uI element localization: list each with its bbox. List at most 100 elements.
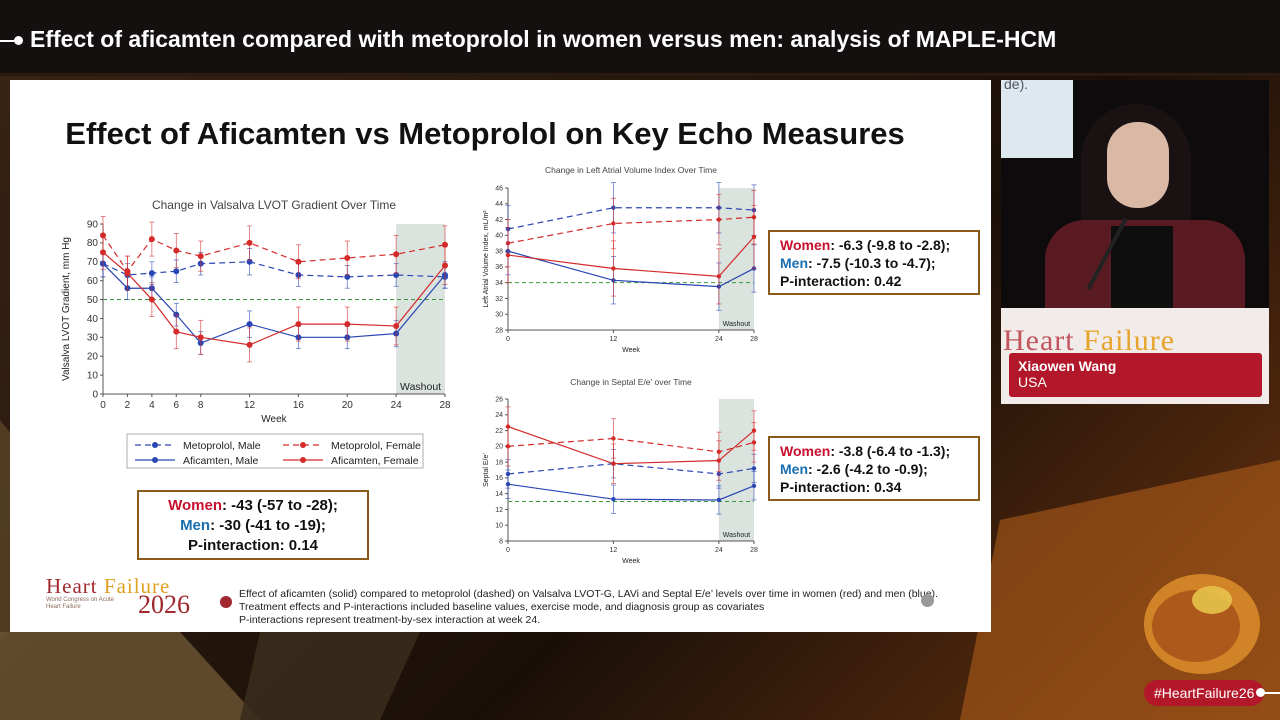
x-tick-label: 28	[439, 400, 451, 411]
x-tick-label: 4	[149, 400, 155, 411]
x-tick-label: 24	[715, 547, 723, 554]
logo-dot	[220, 596, 232, 608]
session-title: Effect of aficamten compared with metopr…	[30, 26, 1057, 52]
men-label: Men	[180, 517, 211, 534]
speaker-shirt	[1111, 226, 1173, 308]
data-point	[751, 234, 757, 240]
slide-footnote: Effect of aficamten (solid) compared to …	[239, 588, 984, 627]
men-label: Men	[780, 461, 808, 477]
data-point	[148, 236, 155, 243]
heart-failure-2026-logo: Heart Failure World Congress on Acute He…	[46, 574, 236, 624]
slide-title: Effect of Aficamten vs Metoprolol on Key…	[65, 116, 905, 151]
y-tick-label: 8	[499, 538, 503, 545]
logo-word-failure: Failure	[103, 574, 171, 598]
series-line	[102, 251, 446, 346]
header-accent-line	[0, 40, 14, 42]
x-tick-label: 12	[610, 336, 618, 343]
logo-year: 2026	[138, 590, 190, 619]
y-tick-label: 44	[495, 201, 503, 208]
x-axis-label: Week	[622, 347, 640, 354]
laser-pointer	[921, 594, 934, 607]
legend-label: Metoprolol, Male	[183, 440, 261, 452]
legend-marker	[300, 457, 306, 463]
logo-subtitle: World Congress on Acute Heart Failure	[46, 597, 114, 610]
y-tick-label: 32	[495, 296, 503, 303]
men-effect: : -2.6 (-4.2 to -0.9);	[808, 461, 928, 477]
data-point	[295, 321, 302, 328]
data-point	[124, 270, 131, 277]
series-line	[102, 263, 446, 344]
washout-region	[718, 188, 754, 330]
y-tick-label: 28	[495, 327, 503, 334]
x-tick-label: 0	[506, 336, 510, 343]
x-tick-label: 6	[174, 400, 180, 411]
data-point	[751, 428, 757, 433]
hashtag-accent-line	[1258, 692, 1280, 694]
data-point	[716, 458, 722, 463]
y-tick-label: 80	[87, 238, 99, 249]
p-interaction: P-interaction: 0.34	[780, 479, 902, 495]
data-point	[716, 274, 722, 279]
legend-marker	[152, 442, 158, 448]
data-point	[295, 258, 302, 265]
data-point	[393, 323, 400, 329]
series-line	[507, 463, 755, 475]
y-tick-label: 10	[87, 370, 99, 381]
data-point	[197, 253, 204, 260]
legend-marker	[152, 457, 158, 463]
x-tick-label: 8	[198, 400, 204, 411]
banner-word-failure: Failure	[1083, 324, 1176, 357]
data-point	[246, 239, 253, 246]
y-tick-label: 26	[495, 396, 503, 403]
y-tick-label: 30	[87, 333, 99, 344]
y-axis-label: Valsalva LVOT Gradient, mm Hg	[61, 237, 72, 381]
data-point	[148, 296, 155, 303]
x-tick-label: 28	[750, 547, 758, 554]
women-effect: : -43 (-57 to -28);	[222, 497, 338, 514]
data-point	[344, 321, 351, 328]
event-hashtag: #HeartFailure26	[1144, 680, 1265, 706]
series-line	[507, 236, 755, 277]
chart-title: Change in Septal E/e’ over Time	[570, 377, 692, 387]
header-accent-dot	[14, 36, 23, 45]
chart-title: Change in Valsalva LVOT Gradient Over Ti…	[152, 198, 396, 212]
x-tick-label: 12	[244, 400, 256, 411]
footnote-line: Treatment effects and P-interactions inc…	[239, 601, 765, 613]
lvot-gradient-chart: Change in Valsalva LVOT Gradient Over Ti…	[61, 198, 451, 469]
women-effect: : -3.8 (-6.4 to -1.3);	[830, 443, 951, 459]
y-tick-label: 34	[495, 280, 503, 287]
series-line	[507, 437, 755, 453]
y-tick-label: 50	[87, 295, 99, 306]
legend-marker	[300, 442, 306, 448]
data-point	[716, 497, 722, 503]
x-tick-label: 28	[750, 336, 758, 343]
data-point	[505, 252, 511, 258]
legend-label: Aficamten, Female	[331, 455, 419, 467]
speaker-name-tag: Xiaowen Wang USA	[1009, 353, 1262, 397]
data-point	[611, 221, 616, 226]
y-tick-label: 22	[495, 428, 503, 435]
legend-box	[126, 433, 424, 469]
women-label: Women	[780, 237, 831, 253]
data-point	[611, 436, 616, 441]
data-point	[197, 334, 204, 341]
y-tick-label: 30	[495, 312, 503, 319]
series-line	[507, 250, 755, 288]
logo-word-heart: Heart	[46, 574, 104, 598]
series-line	[507, 207, 755, 230]
x-tick-label: 2	[125, 400, 131, 411]
footnote-line: P-interactions represent treatment-by-se…	[239, 614, 541, 626]
speaker-name: Xiaowen Wang	[1018, 358, 1117, 374]
y-tick-label: 46	[495, 185, 503, 192]
x-axis-label: Week	[261, 414, 287, 425]
y-tick-label: 36	[495, 264, 503, 271]
men-effect: : -7.5 (-10.3 to -4.7);	[808, 255, 936, 271]
y-tick-label: 20	[495, 444, 503, 451]
x-tick-label: 16	[293, 400, 305, 411]
legend-label: Aficamten, Male	[183, 455, 258, 467]
y-tick-label: 18	[495, 459, 503, 466]
y-tick-label: 10	[495, 523, 503, 530]
data-point	[751, 483, 757, 488]
data-point	[246, 321, 253, 328]
